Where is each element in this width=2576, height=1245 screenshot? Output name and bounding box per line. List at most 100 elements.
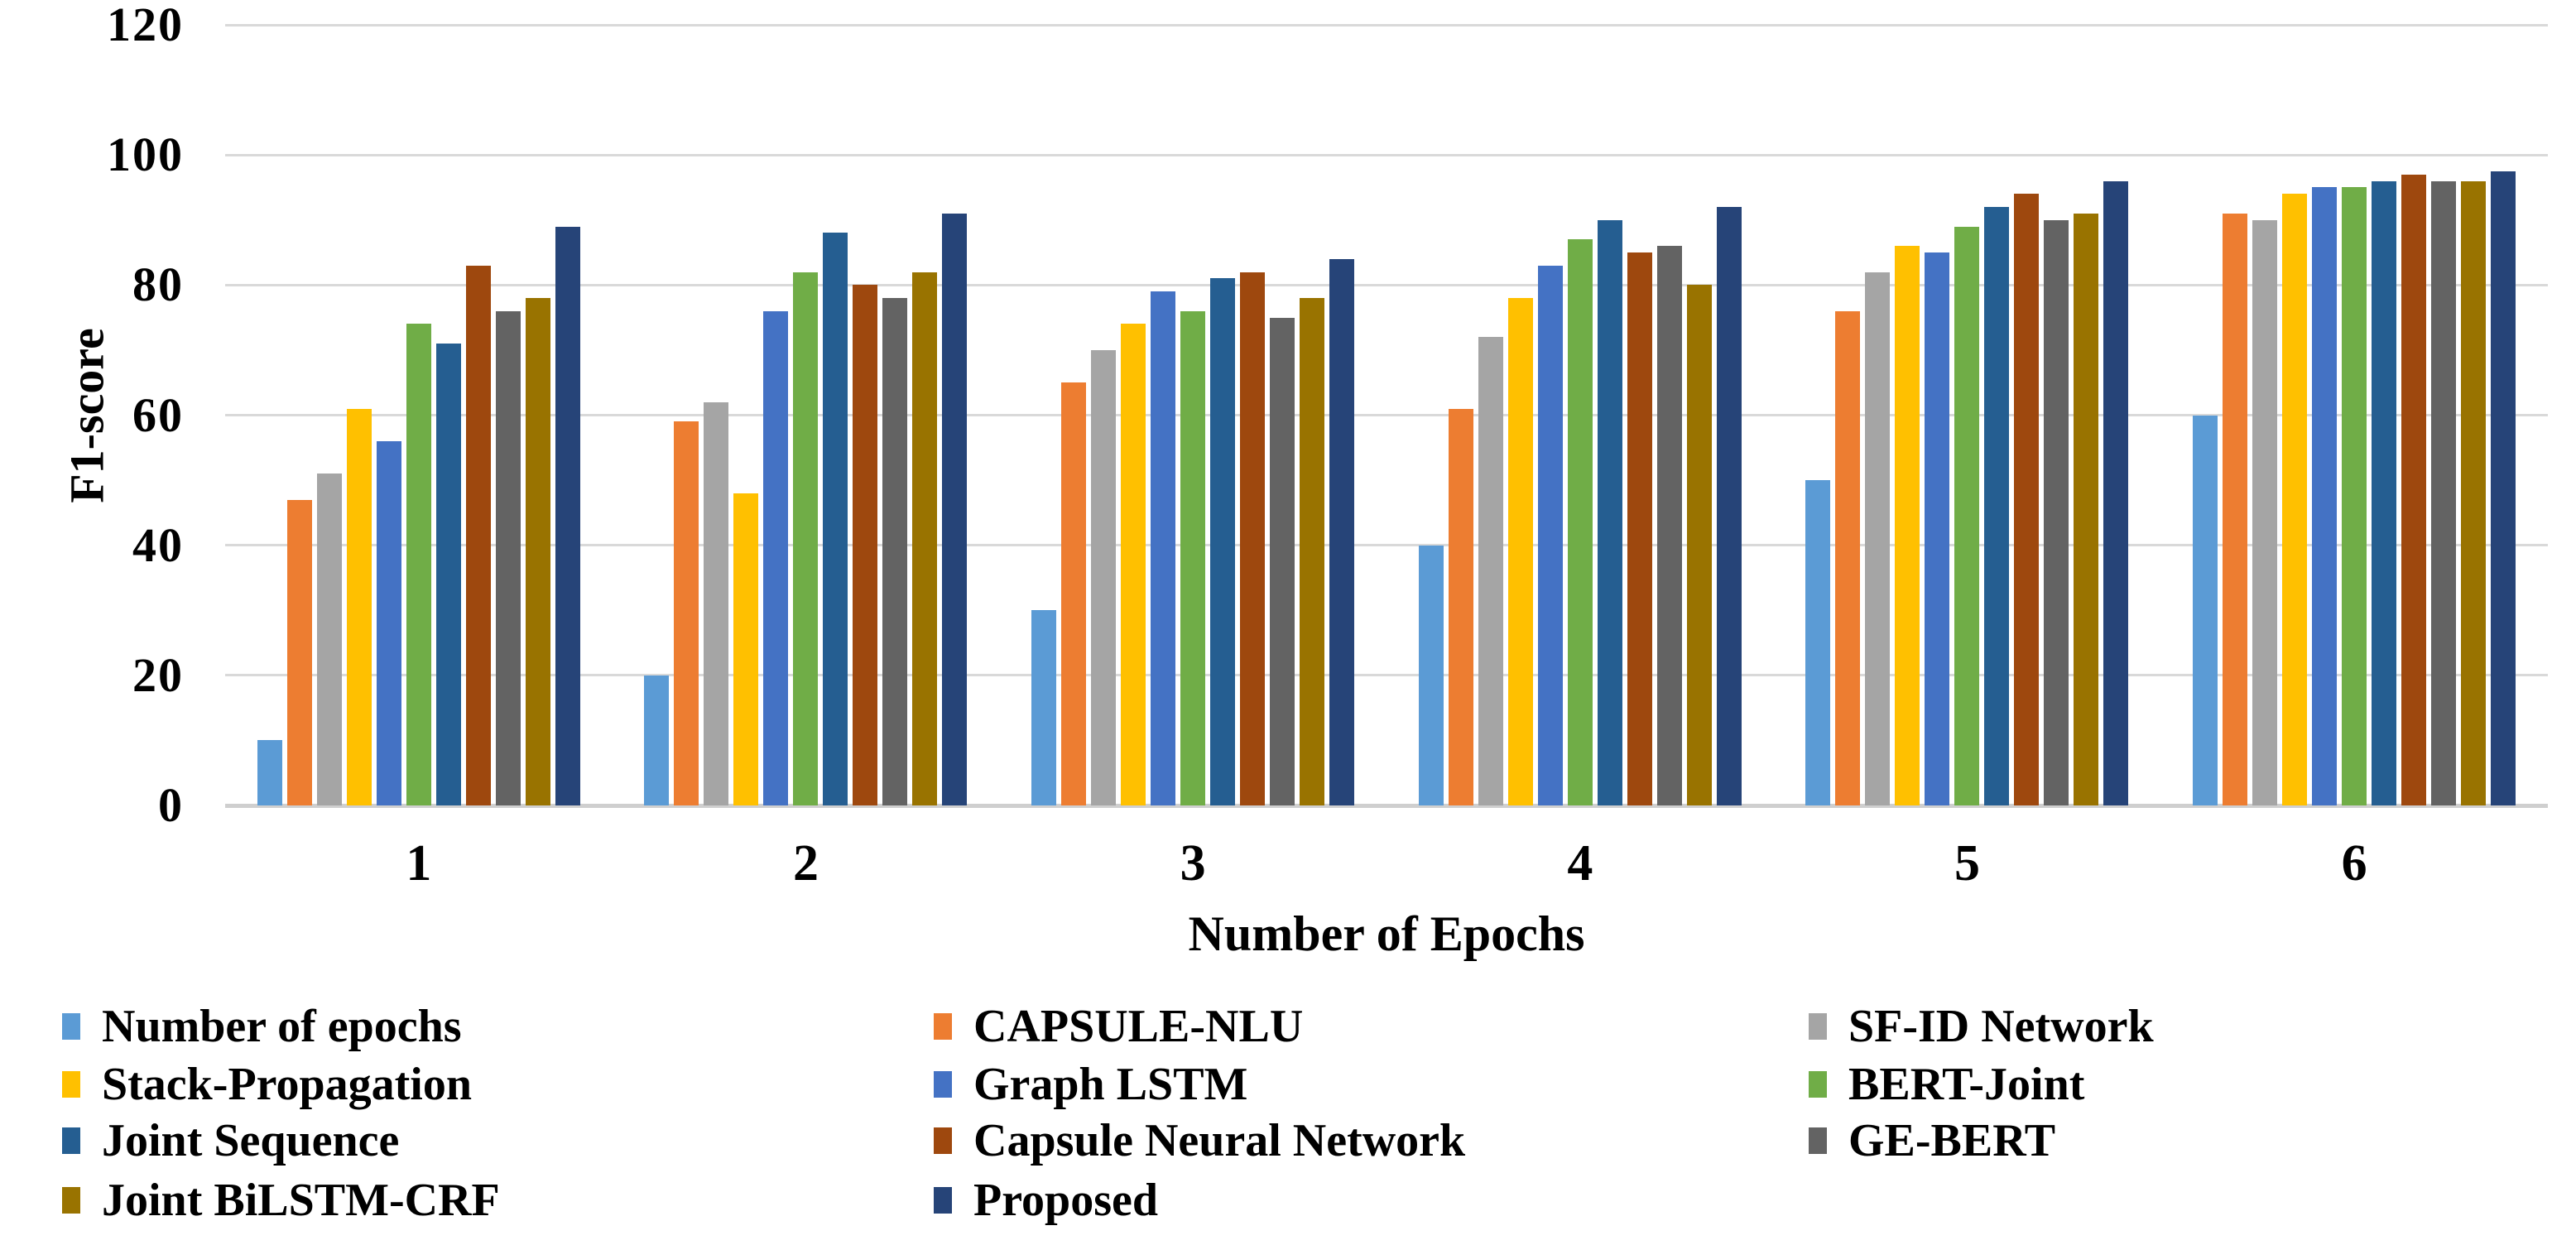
bar-capsule-neural-network-epoch-6 bbox=[2401, 174, 2427, 805]
gridline-y-100 bbox=[225, 153, 2548, 156]
bar-stack-propagation-epoch-4 bbox=[1507, 298, 1533, 805]
gridline-y-60 bbox=[225, 414, 2548, 416]
x-tick-label-4: 4 bbox=[1567, 835, 1593, 892]
legend-item-joint-sequence: Joint Sequence bbox=[62, 1113, 399, 1168]
bar-bert-joint-epoch-6 bbox=[2342, 187, 2367, 805]
bar-sf-id-network-epoch-4 bbox=[1478, 337, 1503, 805]
bar-proposed-epoch-6 bbox=[2491, 171, 2516, 805]
bar-number-of-epochs-epoch-6 bbox=[2193, 415, 2218, 805]
bar-group-epoch-3 bbox=[999, 25, 1387, 805]
y-tick-label-100: 100 bbox=[107, 127, 184, 182]
bar-joint-bilstm-crf-epoch-5 bbox=[2074, 213, 2099, 805]
bar-group-epoch-5 bbox=[1774, 25, 2161, 805]
bar-capsule-nlu-epoch-4 bbox=[1448, 408, 1473, 805]
legend-label: Joint BiLSTM-CRF bbox=[102, 1175, 500, 1226]
bar-ge-bert-epoch-5 bbox=[2044, 219, 2069, 805]
bar-number-of-epochs-epoch-2 bbox=[644, 675, 670, 805]
legend-label: Graph LSTM bbox=[973, 1059, 1248, 1110]
bar-joint-bilstm-crf-epoch-1 bbox=[525, 298, 550, 805]
bar-proposed-epoch-4 bbox=[1716, 207, 1742, 805]
legend-item-graph-lstm: Graph LSTM bbox=[934, 1057, 1247, 1112]
bar-ge-bert-epoch-1 bbox=[495, 310, 521, 805]
legend-item-ge-bert: GE-BERT bbox=[1809, 1113, 2055, 1168]
bar-sf-id-network-epoch-2 bbox=[704, 401, 729, 805]
gridline-y-20 bbox=[225, 674, 2548, 677]
bar-capsule-nlu-epoch-6 bbox=[2223, 213, 2248, 805]
bar-bert-joint-epoch-4 bbox=[1567, 239, 1593, 805]
legend-swatch-icon bbox=[934, 1187, 952, 1214]
legend-item-bert-joint: BERT-Joint bbox=[1809, 1057, 2084, 1112]
legend-label: Joint Sequence bbox=[102, 1115, 400, 1166]
bar-bert-joint-epoch-2 bbox=[793, 272, 819, 805]
legend-label: SF-ID Network bbox=[1848, 1001, 2154, 1052]
legend-swatch-icon bbox=[62, 1071, 80, 1098]
legend-swatch-icon bbox=[934, 1127, 952, 1154]
bar-joint-bilstm-crf-epoch-2 bbox=[912, 272, 938, 805]
bar-sf-id-network-epoch-1 bbox=[316, 473, 342, 805]
legend-label: BERT-Joint bbox=[1848, 1059, 2085, 1110]
bar-ge-bert-epoch-4 bbox=[1656, 246, 1682, 805]
legend-swatch-icon bbox=[62, 1187, 80, 1214]
bar-capsule-nlu-epoch-2 bbox=[674, 421, 699, 805]
bar-sf-id-network-epoch-5 bbox=[1865, 272, 1891, 805]
gridline-y-40 bbox=[225, 544, 2548, 547]
y-tick-label-40: 40 bbox=[132, 517, 184, 572]
legend-item-number-of-epochs: Number of epochs bbox=[62, 999, 462, 1054]
bar-joint-sequence-epoch-1 bbox=[435, 344, 461, 805]
y-tick-label-60: 60 bbox=[132, 387, 184, 442]
bar-graph-lstm-epoch-6 bbox=[2312, 187, 2338, 805]
gridline-y-0 bbox=[225, 803, 2548, 808]
legend-label: Capsule Neural Network bbox=[973, 1115, 1466, 1166]
legend-swatch-icon bbox=[1809, 1013, 1827, 1040]
legend-swatch-icon bbox=[934, 1071, 952, 1098]
x-tick-label-3: 3 bbox=[1180, 835, 1206, 892]
bar-number-of-epochs-epoch-1 bbox=[257, 740, 282, 805]
bar-capsule-neural-network-epoch-5 bbox=[2014, 194, 2040, 805]
bar-group-epoch-6 bbox=[2160, 25, 2548, 805]
bar-stack-propagation-epoch-5 bbox=[1895, 246, 1920, 805]
bar-joint-sequence-epoch-4 bbox=[1597, 219, 1622, 805]
bar-sf-id-network-epoch-6 bbox=[2252, 219, 2278, 805]
bar-ge-bert-epoch-3 bbox=[1270, 317, 1295, 805]
bar-group-epoch-2 bbox=[613, 25, 1000, 805]
bar-sf-id-network-epoch-3 bbox=[1091, 349, 1117, 805]
x-tick-label-1: 1 bbox=[406, 835, 432, 892]
x-axis-title: Number of Epochs bbox=[1188, 906, 1585, 961]
bar-graph-lstm-epoch-5 bbox=[1925, 252, 1950, 805]
bar-number-of-epochs-epoch-4 bbox=[1418, 545, 1444, 805]
legend-label: Number of epochs bbox=[102, 1001, 462, 1052]
legend-item-proposed: Proposed bbox=[934, 1173, 1158, 1228]
bar-graph-lstm-epoch-3 bbox=[1151, 291, 1176, 805]
bar-stack-propagation-epoch-3 bbox=[1121, 324, 1146, 805]
legend-swatch-icon bbox=[62, 1013, 80, 1040]
x-tick-label-5: 5 bbox=[1954, 835, 1980, 892]
bar-joint-sequence-epoch-5 bbox=[1984, 207, 2010, 805]
bar-graph-lstm-epoch-1 bbox=[376, 440, 401, 805]
x-tick-label-6: 6 bbox=[2341, 835, 2367, 892]
bar-capsule-nlu-epoch-3 bbox=[1061, 382, 1087, 805]
legend-item-sf-id-network: SF-ID Network bbox=[1809, 999, 2154, 1054]
y-tick-label-120: 120 bbox=[107, 0, 184, 51]
legend-swatch-icon bbox=[62, 1127, 80, 1154]
bar-capsule-neural-network-epoch-1 bbox=[465, 265, 491, 805]
bar-proposed-epoch-3 bbox=[1329, 258, 1355, 805]
gridline-y-80 bbox=[225, 283, 2548, 286]
bar-group-epoch-4 bbox=[1387, 25, 1774, 805]
bar-group-epoch-1 bbox=[225, 25, 613, 805]
bar-joint-bilstm-crf-epoch-6 bbox=[2461, 180, 2487, 805]
legend-item-capsule-neural-network: Capsule Neural Network bbox=[934, 1113, 1465, 1168]
legend-item-capsule-nlu: CAPSULE-NLU bbox=[934, 999, 1303, 1054]
bar-graph-lstm-epoch-2 bbox=[763, 310, 789, 805]
bar-joint-bilstm-crf-epoch-3 bbox=[1300, 298, 1325, 805]
bar-proposed-epoch-1 bbox=[555, 226, 580, 805]
bar-stack-propagation-epoch-6 bbox=[2282, 194, 2308, 805]
x-tick-label-2: 2 bbox=[792, 835, 819, 892]
bar-bert-joint-epoch-1 bbox=[406, 324, 431, 805]
bar-joint-bilstm-crf-epoch-4 bbox=[1686, 285, 1712, 805]
y-tick-label-20: 20 bbox=[132, 647, 184, 702]
bar-proposed-epoch-5 bbox=[2103, 180, 2129, 805]
bar-capsule-neural-network-epoch-3 bbox=[1240, 272, 1266, 805]
bar-bert-joint-epoch-5 bbox=[1954, 226, 1980, 805]
bar-capsule-neural-network-epoch-2 bbox=[853, 285, 878, 805]
